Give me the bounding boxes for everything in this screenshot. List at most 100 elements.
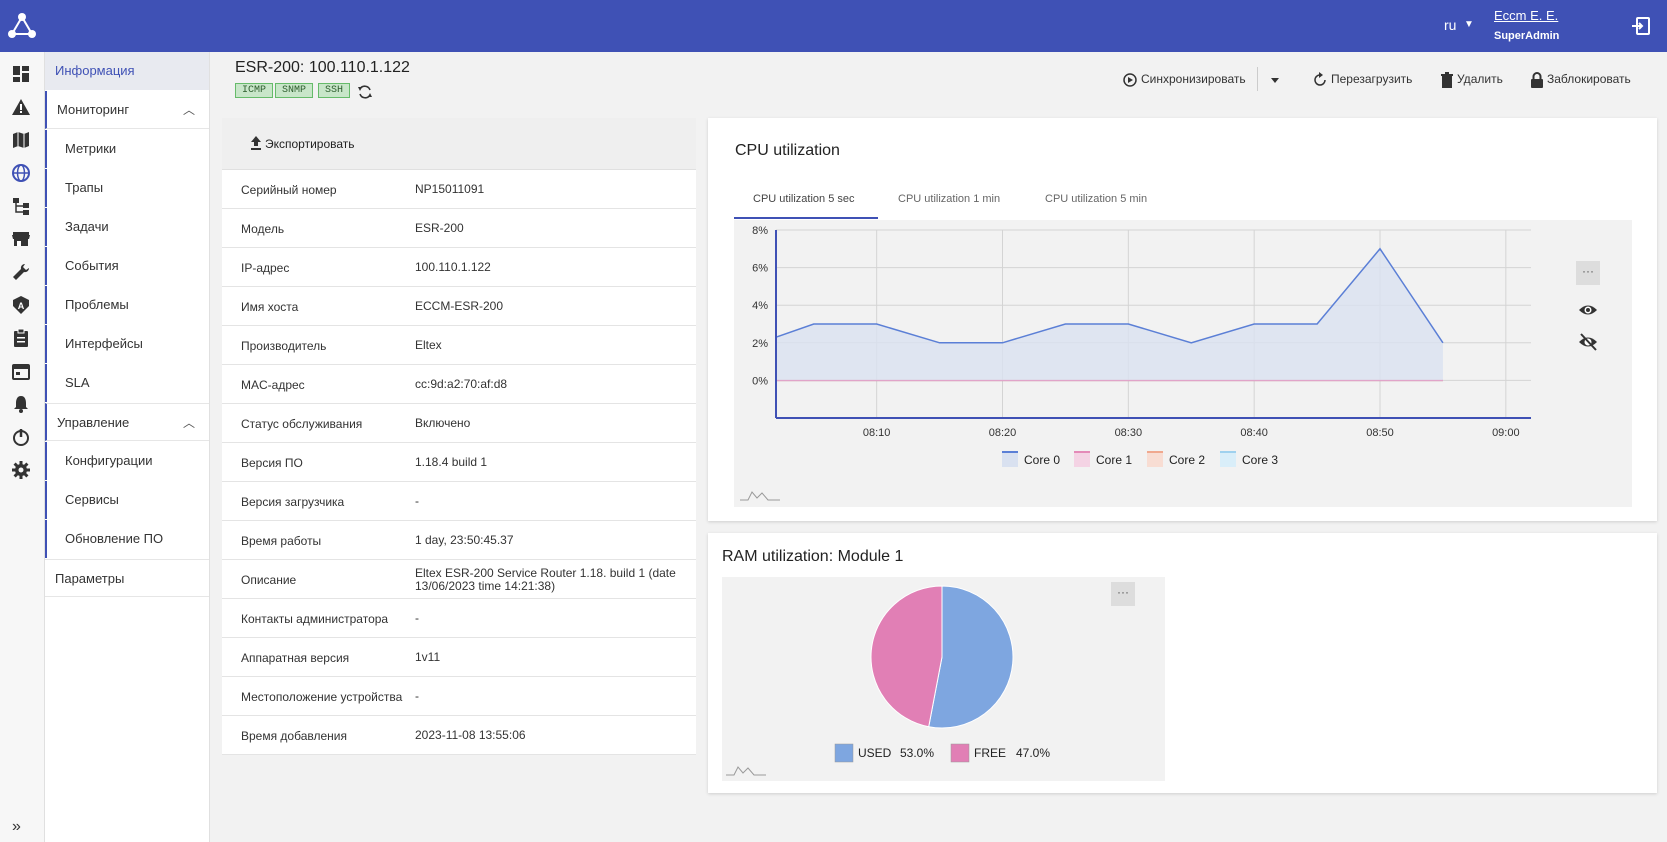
- eye-icon[interactable]: [1578, 300, 1598, 320]
- sidebar-item-tasks[interactable]: Задачи: [45, 208, 209, 246]
- refresh-icon[interactable]: [357, 84, 373, 100]
- info-key: IP-адрес: [241, 261, 290, 275]
- info-value: cc:9d:a2:70:af:d8: [415, 377, 508, 391]
- chart-menu-button[interactable]: ···: [1111, 582, 1135, 606]
- sidebar-item-events[interactable]: События: [45, 247, 209, 285]
- tab-cpu-5min[interactable]: CPU utilization 5 min: [1045, 193, 1148, 205]
- app-logo-icon[interactable]: [6, 10, 38, 42]
- gear-icon[interactable]: [11, 460, 31, 480]
- cpu-utilization-card: CPU utilization CPU utilization 5 sec CP…: [708, 118, 1657, 521]
- info-row: Контакты администратора -: [222, 599, 696, 638]
- user-name-link[interactable]: Eccm E. E.: [1494, 8, 1559, 23]
- ram-chart-area: USED 53.0% FREE 47.0% ···: [722, 577, 1165, 781]
- x-tick-label: 08:20: [989, 427, 1017, 439]
- reboot-button[interactable]: Перезагрузить: [1312, 68, 1412, 90]
- chart-menu-button[interactable]: ···: [1576, 261, 1600, 285]
- globe-icon[interactable]: [11, 163, 31, 183]
- sync-dropdown-button[interactable]: [1269, 68, 1284, 90]
- y-tick-label: 4%: [752, 300, 768, 312]
- lock-button[interactable]: Заблокировать: [1530, 68, 1631, 90]
- sidebar-item-configurations[interactable]: Конфигурации: [45, 442, 209, 480]
- info-row: Местоположение устройства -: [222, 677, 696, 716]
- info-key: Производитель: [241, 339, 327, 353]
- user-role: SuperAdmin: [1494, 30, 1560, 42]
- sync-icon: [1123, 73, 1137, 87]
- logout-icon[interactable]: [1631, 16, 1651, 36]
- info-row: IP-адрес 100.110.1.122: [222, 248, 696, 287]
- sidebar-item-params[interactable]: Параметры: [45, 559, 209, 597]
- info-row: Описание Eltex ESR-200 Service Router 1.1…: [222, 560, 696, 599]
- info-key: Статус обслуживания: [241, 417, 363, 431]
- info-row: Версия ПО 1.18.4 build 1: [222, 443, 696, 482]
- trash-icon: [1441, 71, 1453, 88]
- power-icon[interactable]: [11, 427, 31, 447]
- store-icon[interactable]: [11, 229, 31, 249]
- sidebar-group-management[interactable]: Управление ︿: [45, 403, 209, 441]
- info-key: Аппаратная версия: [241, 651, 350, 665]
- sidebar-item-traps[interactable]: Трапы: [45, 169, 209, 207]
- sidebar-item-interfaces[interactable]: Интерфейсы: [45, 325, 209, 363]
- sidebar-group-label: Мониторинг: [57, 102, 130, 117]
- sidebar-item-sla[interactable]: SLA: [45, 364, 209, 402]
- upload-icon: [251, 136, 261, 150]
- info-row: Производитель Eltex: [222, 326, 696, 365]
- legend-label: Core 0: [1024, 453, 1060, 467]
- info-value: NP15011091: [415, 182, 485, 196]
- tab-cpu-1min[interactable]: CPU utilization 1 min: [898, 193, 1001, 205]
- delete-button[interactable]: Удалить: [1440, 68, 1503, 90]
- info-value: -: [415, 611, 419, 625]
- info-key: Модель: [241, 222, 285, 236]
- sidebar-item-problems[interactable]: Проблемы: [45, 286, 209, 324]
- info-row: Имя хоста ECCM-ESR-200: [222, 287, 696, 326]
- tab-cpu-5sec[interactable]: CPU utilization 5 sec: [753, 193, 855, 205]
- chevron-up-icon[interactable]: ︿: [182, 103, 195, 117]
- info-row: Время добавления 2023-11-08 13:55:06: [222, 716, 696, 755]
- delete-label: Удалить: [1457, 72, 1503, 86]
- sidebar-group-label: Управление: [57, 415, 130, 430]
- sidebar-item-services[interactable]: Сервисы: [45, 481, 209, 519]
- export-button[interactable]: Экспортировать: [250, 136, 355, 151]
- expand-rail-icon[interactable]: »: [12, 818, 21, 835]
- chevron-down-icon: [1271, 77, 1279, 83]
- language-select[interactable]: ru: [1444, 17, 1457, 33]
- info-value: 1v11: [415, 650, 441, 664]
- info-table: Серийный номер NP15011091 Модель ESR-200 IP-…: [222, 170, 696, 755]
- device-info-panel: Экспортировать Серийный номер NP15011091 М…: [222, 118, 696, 758]
- info-row: MAC-адрес cc:9d:a2:70:af:d8: [222, 365, 696, 404]
- chevron-down-icon[interactable]: ▼: [1464, 19, 1474, 30]
- eye-off-icon[interactable]: [1578, 332, 1598, 352]
- calendar-icon[interactable]: [11, 361, 31, 381]
- legend-swatch: [1074, 451, 1090, 467]
- info-row: Модель ESR-200: [222, 209, 696, 248]
- info-value: 1.18.4 build 1: [415, 455, 488, 469]
- sidebar-item-metrics[interactable]: Метрики: [45, 130, 209, 168]
- status-badge-icmp: ICMP: [235, 83, 274, 98]
- y-tick-label: 0%: [752, 375, 768, 387]
- sidebar-group-monitoring[interactable]: Мониторинг ︿: [45, 91, 209, 129]
- legend-label: Core 2: [1169, 453, 1205, 467]
- topology-icon[interactable]: [11, 196, 31, 216]
- chevron-up-icon[interactable]: ︿: [182, 416, 195, 430]
- map-icon[interactable]: [11, 130, 31, 150]
- sidebar-item-firmware-update[interactable]: Обновление ПО: [45, 520, 209, 558]
- wrench-icon[interactable]: [11, 262, 31, 282]
- info-key: Время добавления: [241, 729, 347, 743]
- x-tick-label: 08:50: [1366, 427, 1394, 439]
- card-title: RAM utilization: Module 1: [722, 548, 904, 565]
- legend-value: 53.0%: [900, 746, 934, 760]
- bell-icon[interactable]: [11, 394, 31, 414]
- info-row: Время работы 1 day, 23:50:45.37: [222, 521, 696, 560]
- legend-label: USED: [858, 746, 892, 760]
- admin-icon[interactable]: A: [11, 295, 31, 315]
- status-badge-snmp: SNMP: [275, 83, 314, 98]
- info-row: Версия загрузчика -: [222, 482, 696, 521]
- info-key: MAC-адрес: [241, 378, 305, 392]
- sync-button[interactable]: Синхронизировать: [1122, 68, 1246, 90]
- export-label: Экспортировать: [265, 137, 355, 151]
- clipboard-icon[interactable]: [11, 328, 31, 348]
- alert-icon[interactable]: [11, 97, 31, 117]
- sync-label: Синхронизировать: [1141, 72, 1246, 86]
- info-row: Серийный номер NP15011091: [222, 170, 696, 209]
- dashboard-icon[interactable]: [11, 64, 31, 84]
- sidebar-item-info[interactable]: Информация: [45, 52, 209, 90]
